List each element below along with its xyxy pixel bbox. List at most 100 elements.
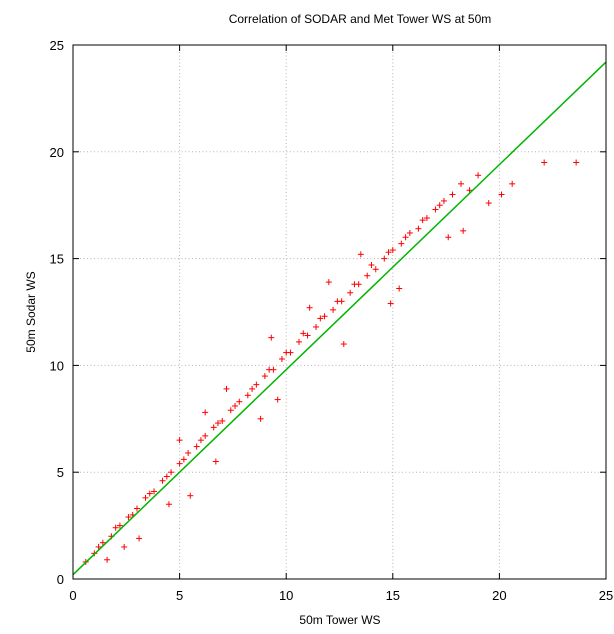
data-point	[136, 535, 143, 542]
data-point	[283, 349, 290, 356]
data-point	[541, 159, 548, 166]
data-point	[176, 460, 183, 467]
data-point	[168, 469, 175, 476]
data-point	[142, 494, 149, 501]
data-point	[458, 180, 465, 187]
data-point	[125, 514, 132, 521]
data-point	[212, 458, 219, 465]
data-point	[261, 373, 268, 380]
data-point	[116, 522, 123, 529]
data-point	[436, 202, 443, 209]
data-point	[385, 249, 392, 256]
data-point	[249, 385, 256, 392]
data-point	[460, 227, 467, 234]
data-point	[193, 443, 200, 450]
data-point	[387, 300, 394, 307]
data-point	[244, 392, 251, 399]
data-point	[445, 234, 452, 241]
data-point	[223, 385, 230, 392]
data-point	[368, 262, 375, 269]
data-point	[121, 543, 128, 550]
y-tick-label: 20	[50, 145, 64, 160]
fit-line-group	[72, 61, 607, 576]
data-point	[180, 456, 187, 463]
data-point	[330, 306, 337, 313]
data-point	[227, 407, 234, 414]
data-point	[187, 492, 194, 499]
x-tick-label: 5	[176, 588, 183, 603]
data-point	[317, 315, 324, 322]
data-point	[432, 206, 439, 213]
data-point	[402, 234, 409, 241]
y-tick-label: 0	[57, 572, 64, 587]
data-point	[163, 473, 170, 480]
scatter-points	[82, 159, 580, 565]
data-point	[278, 355, 285, 362]
data-point	[176, 437, 183, 444]
data-point	[219, 417, 226, 424]
data-point	[268, 334, 275, 341]
data-point	[340, 341, 347, 348]
data-point	[325, 279, 332, 286]
data-point	[449, 191, 456, 198]
y-tick-label: 5	[57, 465, 64, 480]
x-tick-label: 25	[599, 588, 613, 603]
data-point	[266, 366, 273, 373]
data-point	[257, 415, 264, 422]
x-axis-label: 50m Tower WS	[299, 613, 380, 627]
y-tick-label: 10	[50, 358, 64, 373]
data-point	[151, 488, 158, 495]
data-point	[321, 313, 328, 320]
data-point	[197, 437, 204, 444]
data-point	[406, 229, 413, 236]
data-point	[295, 338, 302, 345]
data-point	[509, 180, 516, 187]
data-point	[372, 266, 379, 273]
data-point	[236, 398, 243, 405]
data-point	[214, 420, 221, 427]
data-point	[573, 159, 580, 166]
x-tick-label: 10	[279, 588, 293, 603]
data-point	[104, 556, 111, 563]
x-tick-label: 20	[492, 588, 506, 603]
data-point	[357, 251, 364, 258]
data-point	[185, 449, 192, 456]
data-point	[440, 197, 447, 204]
data-point	[313, 323, 320, 330]
data-point	[253, 381, 260, 388]
grid-lines	[73, 45, 606, 579]
data-point	[300, 330, 307, 337]
data-point	[364, 272, 371, 279]
data-point	[95, 543, 102, 550]
data-point	[351, 281, 358, 288]
data-point	[398, 240, 405, 247]
data-point	[112, 524, 119, 531]
plot-frame	[72, 44, 607, 580]
y-ticks: 0 5 10 15 20 25	[50, 38, 606, 587]
data-point	[165, 501, 172, 508]
data-point	[419, 217, 426, 224]
chart-title: Correlation of SODAR and Met Tower WS at…	[229, 12, 492, 26]
data-point	[475, 172, 482, 179]
data-point	[210, 424, 217, 431]
data-point	[146, 490, 153, 497]
data-point	[381, 255, 388, 262]
data-point	[159, 477, 166, 484]
y-tick-label: 15	[50, 252, 64, 267]
fit-line	[72, 61, 607, 576]
x-tick-label: 0	[69, 588, 76, 603]
data-point	[389, 247, 396, 254]
data-point	[133, 505, 140, 512]
data-point	[99, 539, 106, 546]
data-point	[304, 332, 311, 339]
data-point	[396, 285, 403, 292]
data-point	[274, 396, 281, 403]
data-point	[466, 187, 473, 194]
data-point	[334, 298, 341, 305]
data-point	[485, 200, 492, 207]
data-point	[202, 409, 209, 416]
data-point	[347, 289, 354, 296]
x-tick-label: 15	[386, 588, 400, 603]
data-point	[306, 304, 313, 311]
